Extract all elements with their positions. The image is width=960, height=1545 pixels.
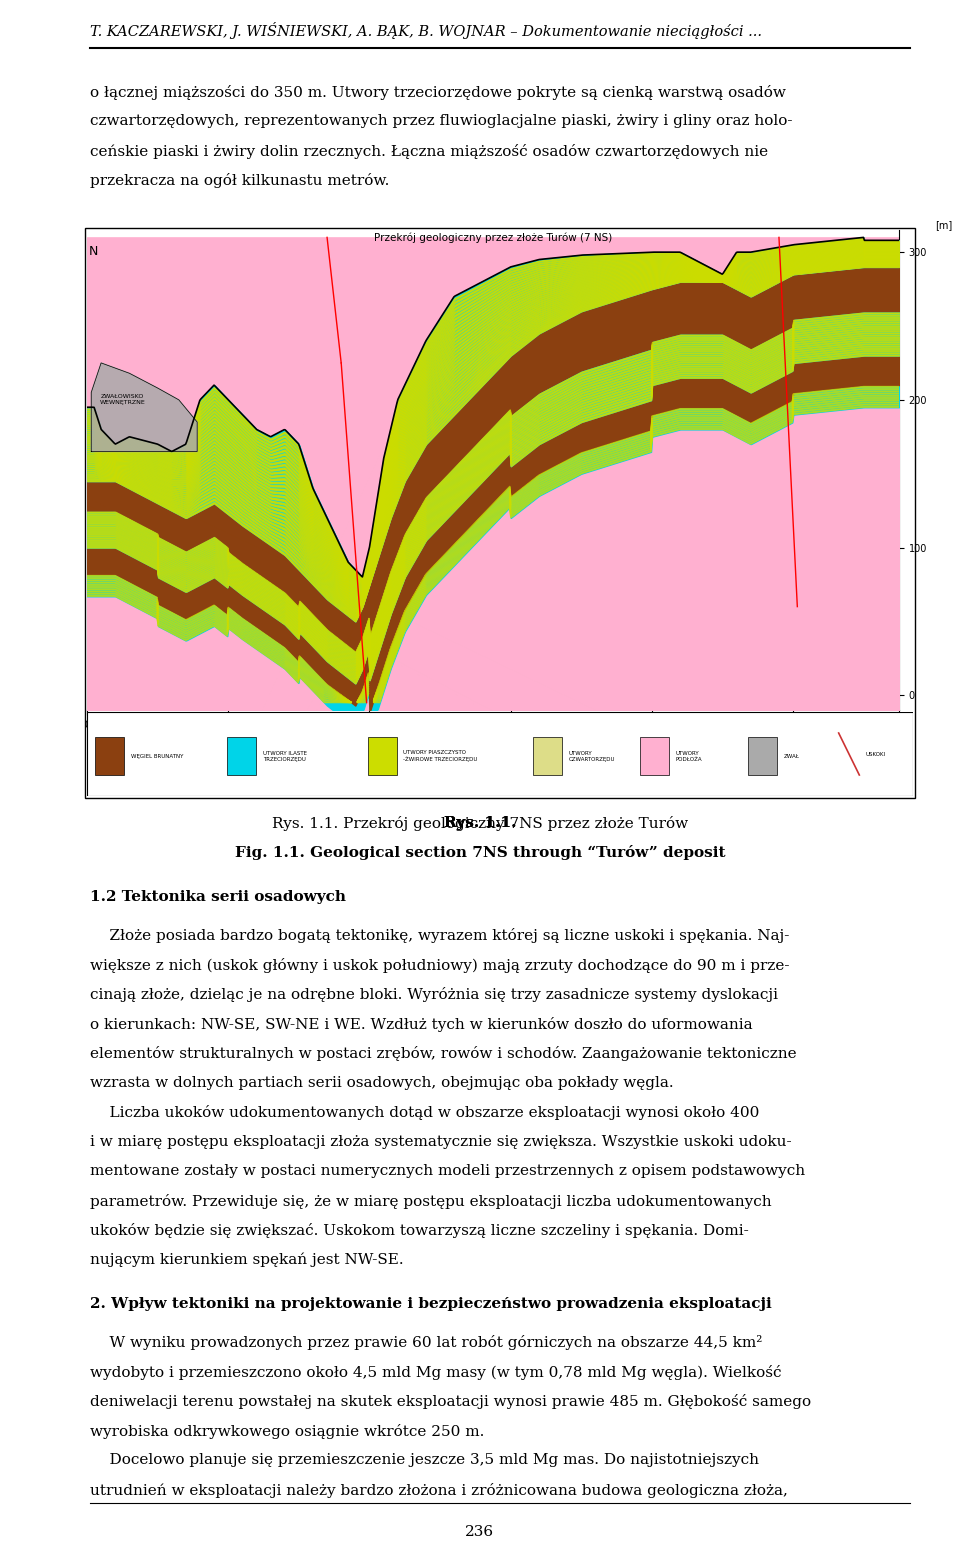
Text: USKOKI: USKOKI	[865, 751, 885, 757]
Text: 2. Wpływ tektoniki na projektowanie i bezpieczeństwo prowadzenia eksploatacji: 2. Wpływ tektoniki na projektowanie i be…	[90, 1296, 772, 1310]
X-axis label: [m]: [m]	[485, 732, 502, 743]
Polygon shape	[91, 363, 197, 451]
Bar	[533, 737, 562, 776]
Text: cinają złoże, dzieląc je na odrębne bloki. Wyróżnia się trzy zasadnicze systemy : cinają złoże, dzieląc je na odrębne blok…	[90, 987, 778, 1003]
Text: Docelowo planuje się przemieszczenie jeszcze 3,5 mld Mg mas. Do najistotniejszyc: Docelowo planuje się przemieszczenie jes…	[90, 1454, 759, 1468]
Text: wydobyto i przemieszczono około 4,5 mld Mg masy (w tym 0,78 mld Mg węgla). Wielk: wydobyto i przemieszczono około 4,5 mld …	[90, 1364, 781, 1380]
Text: wyrobiska odkrywkowego osiągnie wkrótce 250 m.: wyrobiska odkrywkowego osiągnie wkrótce …	[90, 1423, 485, 1438]
Text: UTWORY ILASTE
TRZECIORZĘDU: UTWORY ILASTE TRZECIORZĘDU	[263, 751, 307, 762]
Text: czwartorzędowych, reprezentowanych przez fluwioglacjalne piaski, żwiry i gliny o: czwartorzędowych, reprezentowanych przez…	[90, 114, 793, 128]
Y-axis label: [m]: [m]	[935, 221, 952, 230]
Text: i w miarę postępu eksploatacji złoża systematycznie się zwiększa. Wszystkie usko: i w miarę postępu eksploatacji złoża sys…	[90, 1134, 792, 1148]
Bar	[228, 737, 256, 776]
Bar	[368, 737, 396, 776]
Text: parametrów. Przewiduje się, że w miarę postępu eksploatacji liczba udokumentowan: parametrów. Przewiduje się, że w miarę p…	[90, 1194, 772, 1208]
Text: nującym kierunkiem spękań jest NW-SE.: nującym kierunkiem spękań jest NW-SE.	[90, 1253, 403, 1267]
Text: ceńskie piaski i żwiry dolin rzecznych. Łączna miąższość osadów czwartorzędowych: ceńskie piaski i żwiry dolin rzecznych. …	[90, 144, 768, 159]
Text: UTWORY
PODŁOŻA: UTWORY PODŁOŻA	[676, 751, 703, 762]
Text: T. KACZAREWSKI, J. WIŚNIEWSKI, A. BĄK, B. WOJNAR – Dokumentowanie nieciągłości .: T. KACZAREWSKI, J. WIŚNIEWSKI, A. BĄK, B…	[90, 22, 762, 39]
Text: Rys. 1.1. Przekrój geologiczny 7NS przez złoże Turów: Rys. 1.1. Przekrój geologiczny 7NS przez…	[272, 816, 688, 831]
Bar	[85, 229, 915, 799]
Text: Liczba ukoków udokumentowanych dotąd w obszarze eksploatacji wynosi około 400: Liczba ukoków udokumentowanych dotąd w o…	[90, 1105, 759, 1120]
Text: Rys. 1.1. Przekrój geologiczny 7NS przez złoże Turów: Rys. 1.1. Przekrój geologiczny 7NS przez…	[272, 816, 688, 831]
Text: większe z nich (uskok główny i uskok południowy) mają zrzuty dochodzące do 90 m : większe z nich (uskok główny i uskok poł…	[90, 958, 789, 973]
Text: N: N	[88, 244, 98, 258]
Text: S: S	[890, 244, 898, 258]
Text: ZWAŁOWISKO
WEWNĘTRZNE: ZWAŁOWISKO WEWNĘTRZNE	[100, 394, 145, 405]
Bar	[748, 737, 777, 776]
Text: utrudnień w eksploatacji należy bardzo złożona i zróżnicowana budowa geologiczna: utrudnień w eksploatacji należy bardzo z…	[90, 1483, 788, 1497]
Text: ukoków będzie się zwiększać. Uskokom towarzyszą liczne szczeliny i spękania. Dom: ukoków będzie się zwiększać. Uskokom tow…	[90, 1224, 749, 1238]
Text: Rys. 1.1.: Rys. 1.1.	[444, 816, 516, 830]
Text: mentowane zostały w postaci numerycznych modeli przestrzennych z opisem podstawo: mentowane zostały w postaci numerycznych…	[90, 1163, 805, 1179]
Text: ZWAŁ: ZWAŁ	[783, 754, 799, 759]
Bar	[95, 737, 124, 776]
Text: 236: 236	[466, 1525, 494, 1539]
Text: UTWORY
CZWARTORZĘDU: UTWORY CZWARTORZĘDU	[568, 751, 615, 762]
Bar	[640, 737, 669, 776]
Text: wzrasta w dolnych partiach serii osadowych, obejmując oba pokłady węgla.: wzrasta w dolnych partiach serii osadowy…	[90, 1075, 674, 1089]
Text: Fig. 1.1. Geological section 7NS through “Turów” deposit: Fig. 1.1. Geological section 7NS through…	[235, 845, 725, 861]
Text: UTWORY PIASZCZYSTO
-ŻWIROWE TRZECIORZĘDU: UTWORY PIASZCZYSTO -ŻWIROWE TRZECIORZĘDU	[403, 751, 478, 762]
Text: W wyniku prowadzonych przez prawie 60 lat robót górniczych na obszarze 44,5 km²: W wyniku prowadzonych przez prawie 60 la…	[90, 1335, 762, 1350]
Text: WĘGIEL BRUNATNY: WĘGIEL BRUNATNY	[131, 754, 183, 759]
Text: Rys. 1.1.: Rys. 1.1.	[444, 816, 516, 830]
Text: Złoże posiada bardzo bogatą tektonikę, wyrazem której są liczne uskoki i spękani: Złoże posiada bardzo bogatą tektonikę, w…	[90, 929, 789, 942]
Text: 1.2 Tektonika serii osadowych: 1.2 Tektonika serii osadowych	[90, 890, 346, 904]
Text: elementów strukturalnych w postaci zrębów, rowów i schodów. Zaangażowanie tekton: elementów strukturalnych w postaci zrębó…	[90, 1046, 797, 1061]
Text: deniwelacji terenu powstałej na skutek eksploatacji wynosi prawie 485 m. Głęboko: deniwelacji terenu powstałej na skutek e…	[90, 1394, 811, 1409]
Text: Przekrój geologiczny przez złoże Turów (7 NS): Przekrój geologiczny przez złoże Turów (…	[373, 233, 612, 244]
Text: o łącznej miąższości do 350 m. Utwory trzeciorzędowe pokryte są cienką warstwą o: o łącznej miąższości do 350 m. Utwory tr…	[90, 85, 786, 100]
Text: przekracza na ogół kilkunastu metrów.: przekracza na ogół kilkunastu metrów.	[90, 173, 390, 188]
Text: o kierunkach: NW-SE, SW-NE i WE. Wzdłuż tych w kierunków doszło do uformowania: o kierunkach: NW-SE, SW-NE i WE. Wzdłuż …	[90, 1017, 753, 1032]
